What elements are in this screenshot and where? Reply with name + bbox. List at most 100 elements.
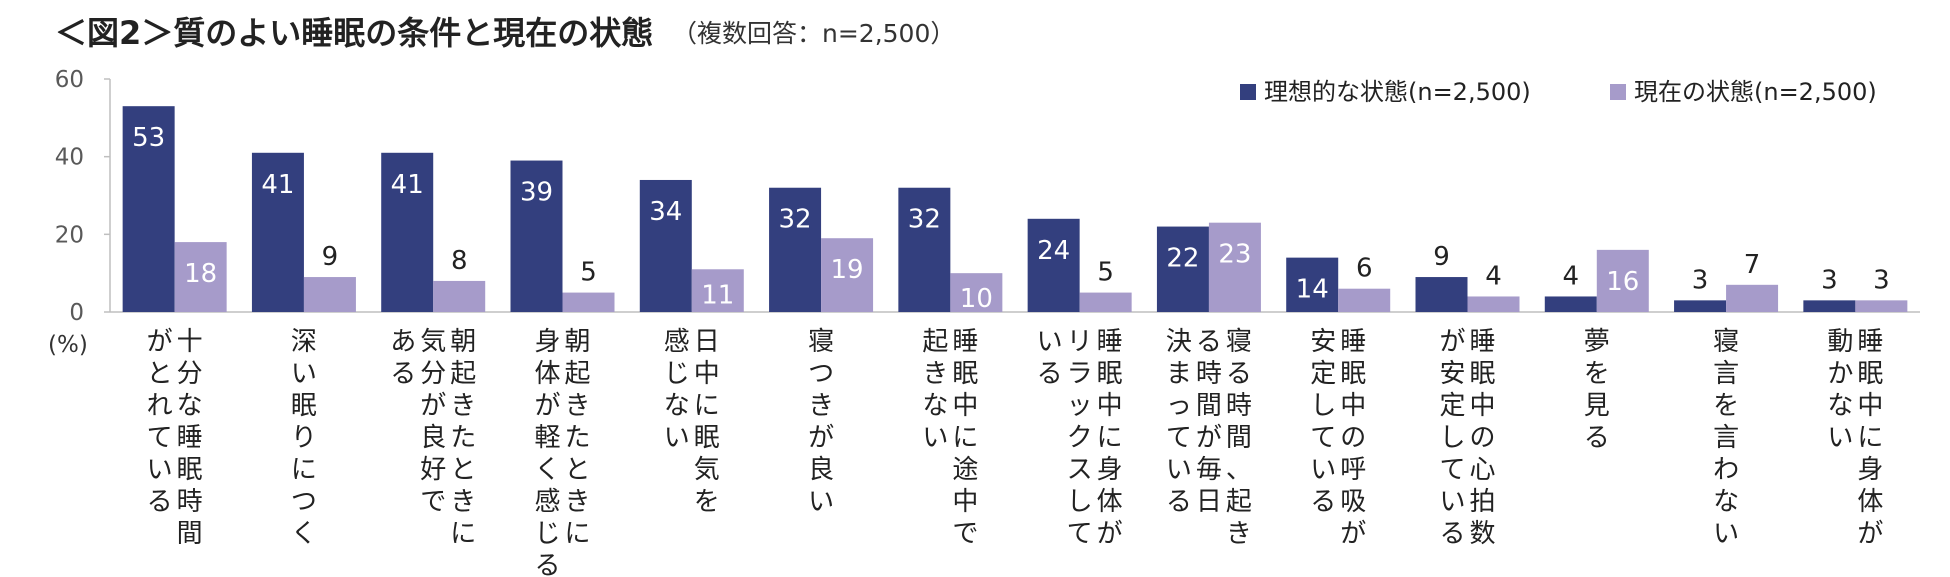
category-char: 中	[1469, 391, 1495, 421]
category-char: 朝	[564, 327, 590, 357]
category-char: 起	[450, 359, 476, 389]
legend-item: 理想的な状態(n=2,500)	[1240, 78, 1531, 106]
category-char: 身	[1857, 455, 1883, 485]
category-char: る	[534, 551, 560, 577]
bar-current	[562, 292, 615, 312]
category-char: く	[534, 455, 560, 485]
category-char: い	[291, 359, 317, 389]
category-char: 睡	[952, 327, 978, 357]
category-label: 十分な睡眠時間	[177, 327, 203, 549]
category-char: き	[1226, 519, 1252, 549]
category-char: 眠	[1857, 359, 1883, 389]
category-char: 好	[420, 455, 446, 485]
category-char: 中	[952, 391, 978, 421]
category-char: 定	[1310, 359, 1336, 389]
value-labels: 53 18 41 9 41 8 39 5 34 11 32 19 32 10 24 5 22 23 14 6 9 4 4 16…	[132, 123, 1890, 314]
data-label: 24	[1037, 236, 1070, 266]
category-char: 感	[664, 327, 690, 357]
category-labels: 十分な睡眠時間がとれている深い眠りにつく朝起きたときに気分が良好である朝起きたと…	[147, 327, 1884, 577]
bar-current	[1467, 296, 1520, 312]
legend-swatch	[1610, 84, 1626, 100]
category-char: 起	[564, 359, 590, 389]
category-char: 睡	[1097, 327, 1123, 357]
category-char: き	[564, 487, 590, 517]
category-char: で	[420, 487, 446, 517]
category-char: 感	[534, 487, 560, 517]
legend-label: 理想的な状態(n=2,500)	[1264, 78, 1531, 106]
category-char: が	[420, 391, 446, 421]
data-label: 4	[1563, 261, 1580, 291]
category-char: 時	[1226, 391, 1252, 421]
category-char: 身	[1097, 455, 1123, 485]
category-char: の	[1469, 423, 1495, 453]
category-char: 間	[177, 519, 203, 549]
y-tick-label: 0	[69, 300, 84, 326]
category-char: い	[1037, 327, 1063, 357]
category-char: の	[1340, 423, 1366, 453]
category-char: 中	[952, 487, 978, 517]
legend-label: 現在の状態(n=2,500)	[1634, 78, 1877, 106]
category-char: に	[564, 519, 590, 549]
data-label: 53	[132, 123, 165, 153]
category-char: 体	[534, 359, 560, 389]
data-label: 41	[261, 170, 294, 200]
category-char: 時	[177, 487, 203, 517]
category-char: 言	[1713, 423, 1739, 453]
bar-ideal	[1544, 296, 1597, 312]
category-char: 中	[1097, 391, 1123, 421]
category-char: ま	[1166, 359, 1192, 389]
bar-current	[1208, 222, 1261, 312]
category-char: て	[1439, 455, 1465, 485]
category-char: 軽	[534, 423, 560, 453]
category-char: 途	[952, 455, 978, 485]
category-char: る	[1584, 423, 1610, 453]
y-tick-label: 20	[55, 222, 84, 248]
category-char: が	[534, 391, 560, 421]
category-char: つ	[808, 359, 834, 389]
bar-ideal	[381, 152, 434, 312]
data-label: 5	[1097, 258, 1114, 288]
category-char: 動	[1827, 327, 1853, 357]
category-char: し	[1310, 391, 1336, 421]
category-char: き	[564, 391, 590, 421]
category-label: る時間が毎日	[1196, 327, 1222, 517]
category-char: 決	[1166, 327, 1192, 357]
bar-current	[1726, 284, 1779, 312]
category-char: で	[952, 519, 978, 549]
chart-title-main: ＜図2＞質のよい睡眠の条件と現在の状態	[55, 14, 653, 52]
chart-title-subtitle: （複数回答：n=2,500）	[672, 19, 955, 48]
category-char: 定	[1439, 391, 1465, 421]
category-char: に	[1857, 423, 1883, 453]
bar-ideal	[510, 160, 563, 312]
bar-ideal	[639, 179, 692, 312]
category-char: じ	[664, 359, 690, 389]
data-label: 3	[1692, 265, 1709, 295]
data-label: 9	[1433, 242, 1450, 272]
legend-item: 現在の状態(n=2,500)	[1610, 78, 1877, 106]
category-char: 起	[1226, 487, 1252, 517]
category-char: 眠	[952, 359, 978, 389]
bar-current	[950, 273, 1003, 312]
data-label: 4	[1485, 261, 1502, 291]
category-char: る	[390, 359, 416, 389]
category-label: 睡眠中に身体が	[1857, 327, 1883, 549]
category-char: い	[1439, 487, 1465, 517]
category-char: し	[1067, 487, 1093, 517]
category-char: に	[694, 391, 720, 421]
category-label: 寝つきが良い	[808, 327, 834, 517]
category-char: た	[564, 423, 590, 453]
category-char: あ	[390, 327, 416, 357]
category-char: 時	[1196, 359, 1222, 389]
category-char: た	[450, 423, 476, 453]
category-char: 起	[922, 327, 948, 357]
category-char: き	[922, 359, 948, 389]
category-char: わ	[1713, 455, 1739, 485]
category-char: 寝	[808, 327, 834, 357]
bar-current	[433, 280, 486, 312]
category-char: 睡	[1857, 327, 1883, 357]
category-char: 体	[1857, 487, 1883, 517]
data-label: 22	[1166, 244, 1199, 274]
category-char: し	[1439, 423, 1465, 453]
category-char: つ	[291, 487, 317, 517]
category-char: 眠	[1097, 359, 1123, 389]
